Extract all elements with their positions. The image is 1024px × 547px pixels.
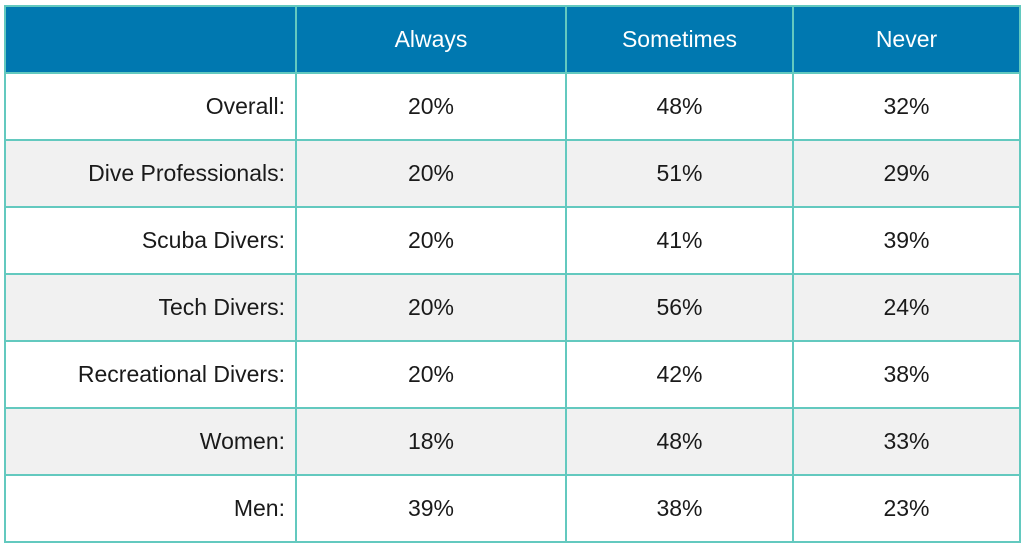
table-row: Men: 39% 38% 23% xyxy=(4,474,1021,543)
cell-never: 38% xyxy=(792,340,1021,409)
cell-always: 18% xyxy=(295,407,567,476)
survey-results-table: Always Sometimes Never Overall: 20% 48% 32%… xyxy=(4,5,1021,543)
cell-never: 32% xyxy=(792,72,1021,141)
cell-sometimes: 56% xyxy=(565,273,794,342)
cell-always: 20% xyxy=(295,72,567,141)
header-row: Always Sometimes Never xyxy=(4,5,1021,74)
cell-never: 29% xyxy=(792,139,1021,208)
cell-sometimes: 48% xyxy=(565,407,794,476)
cell-sometimes: 51% xyxy=(565,139,794,208)
cell-never: 23% xyxy=(792,474,1021,543)
cell-never: 33% xyxy=(792,407,1021,476)
cell-sometimes: 48% xyxy=(565,72,794,141)
cell-never: 39% xyxy=(792,206,1021,275)
table-row: Dive Professionals: 20% 51% 29% xyxy=(4,139,1021,208)
row-label: Tech Divers: xyxy=(4,273,297,342)
table-row: Tech Divers: 20% 56% 24% xyxy=(4,273,1021,342)
cell-sometimes: 41% xyxy=(565,206,794,275)
cell-sometimes: 42% xyxy=(565,340,794,409)
table-row: Overall: 20% 48% 32% xyxy=(4,72,1021,141)
row-label: Overall: xyxy=(4,72,297,141)
row-label: Scuba Divers: xyxy=(4,206,297,275)
header-corner xyxy=(4,5,297,74)
table-row: Scuba Divers: 20% 41% 39% xyxy=(4,206,1021,275)
row-label: Recreational Divers: xyxy=(4,340,297,409)
cell-always: 20% xyxy=(295,206,567,275)
row-label: Dive Professionals: xyxy=(4,139,297,208)
cell-always: 39% xyxy=(295,474,567,543)
cell-always: 20% xyxy=(295,273,567,342)
cell-always: 20% xyxy=(295,340,567,409)
column-header-always: Always xyxy=(295,5,567,74)
column-header-never: Never xyxy=(792,5,1021,74)
cell-always: 20% xyxy=(295,139,567,208)
cell-sometimes: 38% xyxy=(565,474,794,543)
table-row: Women: 18% 48% 33% xyxy=(4,407,1021,476)
table-body: Overall: 20% 48% 32% Dive Professionals: 20% 5… xyxy=(4,72,1021,543)
row-label: Women: xyxy=(4,407,297,476)
table-row: Recreational Divers: 20% 42% 38% xyxy=(4,340,1021,409)
table-container: Always Sometimes Never Overall: 20% 48% 32%… xyxy=(4,5,1021,543)
cell-never: 24% xyxy=(792,273,1021,342)
column-header-sometimes: Sometimes xyxy=(565,5,794,74)
row-label: Men: xyxy=(4,474,297,543)
